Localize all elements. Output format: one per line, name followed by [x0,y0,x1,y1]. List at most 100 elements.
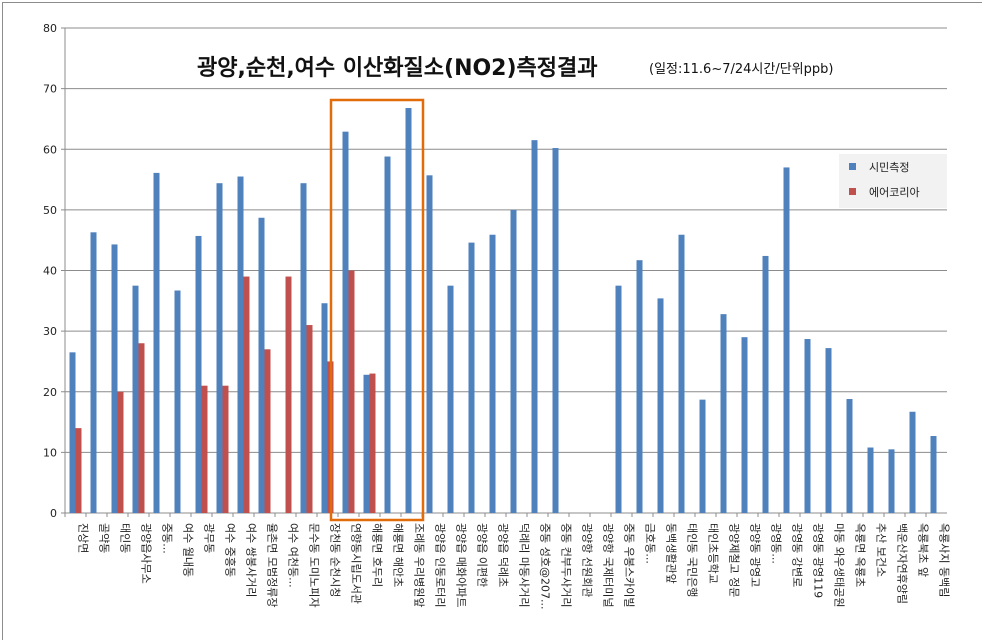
bar-series-1 [321,303,328,513]
bar-series-1 [195,235,202,513]
x-category-label: 광영동... [770,523,783,564]
bar-series-2 [369,373,376,513]
bar-series-1 [258,217,265,513]
bar-series-1 [888,449,895,513]
x-category-label: 연향동시립도서관 [350,523,363,604]
bar-series-1 [867,447,874,513]
bar-series-1 [69,352,76,513]
bar-series-1 [111,244,118,513]
bar-series-1 [657,298,664,513]
chart-title: 광양,순천,여수 이산화질소(NO2)측정결과 [197,56,598,81]
x-category-label: 광영동 광영119 [812,523,825,598]
legend-label-series-2: 에어코리아 [869,186,920,199]
bar-series-1 [489,234,496,514]
bar-series-2 [222,385,229,513]
bar-series-1 [132,285,139,513]
bar-series-1 [510,209,517,514]
x-category-label: 옥룡사지 동백림 [938,523,951,597]
bar-series-1 [615,285,622,513]
x-category-label: 진상면 [77,523,90,553]
bar-series-1 [447,285,454,513]
bar-series-2 [201,385,208,513]
bar-series-2 [75,428,82,514]
x-category-label: 추산 보건소 [875,523,888,577]
bar-chart: 0 10 20 30 40 50 60 70 80 진상면 골약동 태인동 광양읍사무소 중동... 여수… [3,3,983,641]
x-category-label: 동백생활관앞 [665,523,679,584]
y-tick-label: 10 [43,446,57,459]
bar-series-2 [285,276,292,513]
bar-series-2 [264,349,271,513]
bar-series-1 [678,234,685,514]
y-tick-label: 40 [43,265,57,278]
legend-label-series-1: 시민측정 [869,161,909,174]
bar-series-1 [741,337,748,513]
bar-series-2 [306,325,313,513]
x-category-label: 금호동... [644,523,657,564]
bar-series-1 [237,176,244,513]
bar-series-1 [552,148,559,514]
x-category-label: 여수 여천동... [287,523,301,588]
x-category-label: 광무동 [203,523,216,553]
x-category-label: 백운산자연휴양림 [896,523,909,604]
x-category-label: 태인초등학교 [707,523,720,584]
x-category-label: 중동... [161,523,174,554]
legend-swatch-series-2 [849,188,856,195]
chart-subtitle: (일정:11.6~7/24시간/단위ppb) [649,62,833,77]
x-category-label: 광양읍 이편한 [476,523,489,587]
x-category-label: 여수 쌍봉사거리 [245,523,258,597]
bar-series-1 [300,183,307,513]
legend: 시민측정 에어코리아 [839,154,947,208]
x-category-label: 태인동 [119,523,132,553]
bar-series-1 [363,374,370,513]
bar-series-1 [699,399,706,513]
bar-series-2 [117,391,124,513]
bar-series-1 [216,183,223,513]
bar-series-1 [153,172,160,513]
x-category-label: 여수 월내동 [182,523,195,577]
y-tick-label: 20 [43,386,57,399]
bar-series-1 [804,339,811,513]
x-category-label: 마동 와우생태공원 [833,523,846,607]
bar-series-1 [909,411,916,513]
x-category-label: 해룡면 호두리 [371,523,385,587]
x-category-label: 광양읍 매화아파트 [455,523,468,607]
x-category-label: 광양읍 덕례초 [497,523,510,587]
y-tick-label: 70 [43,83,57,96]
x-category-label: 태인동 국민은행 [686,523,699,597]
bar-series-1 [846,399,853,513]
bar-series-2 [348,270,355,513]
y-tick-label: 0 [50,507,57,520]
x-category-label: 옥룡북초 앞 [917,523,930,577]
x-category-label: 장천동 순천시청 [329,523,343,597]
bar-series-1 [720,314,727,513]
bar-series-1 [468,242,475,514]
bar-series-2 [138,343,145,513]
y-tick-label: 60 [43,143,57,156]
bar-series-1 [930,436,937,513]
y-tick-label: 50 [43,204,57,217]
x-category-label: 광영동 강변로 [791,523,804,587]
x-category-label: 해룡면 해안초 [392,523,406,587]
x-category-label: 문수동 도미노피자 [308,523,321,607]
legend-swatch-series-1 [849,163,856,170]
x-category-label: 옥룡면 옥룡초 [854,523,867,587]
x-category-label: 중동 성호@207... [539,523,552,609]
bar-series-1 [90,232,97,513]
x-category-label: 광양동 광영고 [749,523,762,587]
x-category-label: 광양읍 인동로터리 [434,523,447,607]
y-tick-label: 80 [43,22,57,35]
x-category-label: 율촌면 모범정류장 [266,523,279,607]
bar-series-1 [825,348,832,513]
bar-series-1 [342,131,349,514]
highlight-box [329,98,425,522]
y-tick-label: 30 [43,325,57,338]
x-category-label: 광양읍사무소 [140,523,153,584]
bar-series-2 [243,276,250,513]
bar-series-1 [783,167,790,513]
bar-series-1 [174,290,181,513]
x-category-label: 광양제철고 정문 [728,523,741,597]
x-category-label: 광양항 선원회관 [581,523,594,597]
x-category-label: 골약동 [98,523,112,553]
x-category-label: 조례동 우리병원앞 [413,523,426,607]
